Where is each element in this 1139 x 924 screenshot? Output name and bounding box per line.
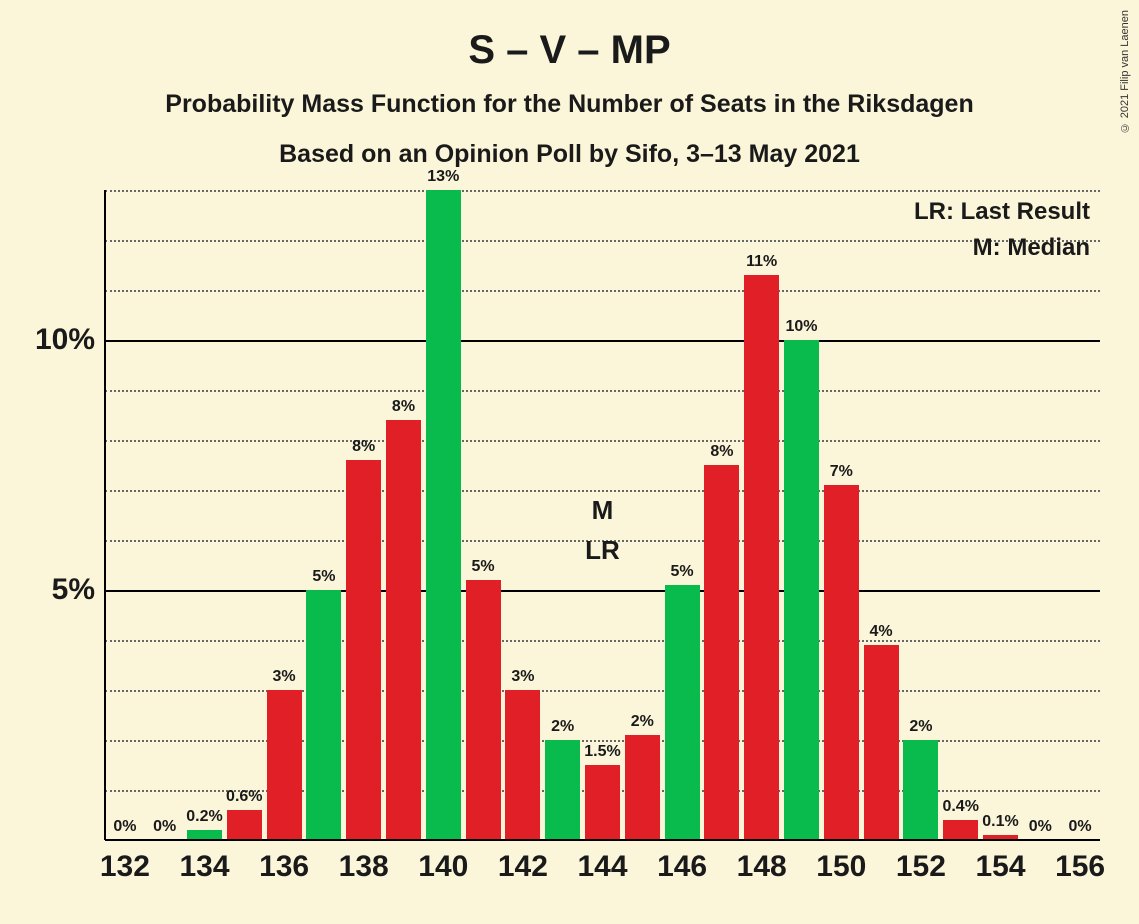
bar-value-label: 0%	[153, 818, 176, 836]
bar-value-label: 11%	[746, 253, 777, 271]
bar: 8%	[386, 420, 421, 840]
bar: 7%	[824, 485, 859, 840]
bar-value-label: 4%	[870, 623, 893, 641]
bar: 2%	[625, 735, 660, 840]
bar-value-label: 2%	[909, 718, 932, 736]
bar: 8%	[704, 465, 739, 840]
x-tick-label: 152	[896, 850, 946, 884]
x-tick-label: 138	[339, 850, 389, 884]
bar: 4%	[864, 645, 899, 840]
bar-value-label: 5%	[312, 568, 335, 586]
plot-area: 0%0%0.2%0.6%3%5%8%8%13%5%3%2%1.5%2%5%8%1…	[105, 190, 1100, 840]
x-tick-label: 142	[498, 850, 548, 884]
bar: 5%	[665, 585, 700, 840]
bar: 11%	[744, 275, 779, 840]
bar-value-label: 0%	[1029, 818, 1052, 836]
x-tick-label: 136	[259, 850, 309, 884]
bar-value-label: 2%	[631, 713, 654, 731]
bar-value-label: 3%	[511, 668, 534, 686]
x-tick-label: 134	[179, 850, 229, 884]
bar: 13%	[426, 190, 461, 840]
x-tick-label: 150	[816, 850, 866, 884]
y-tick-label: 10%	[35, 323, 95, 357]
chart-container: S – V – MP Probability Mass Function for…	[0, 0, 1139, 924]
gridline-major	[105, 340, 1100, 342]
gridline-minor	[105, 440, 1100, 442]
x-tick-label: 154	[975, 850, 1025, 884]
bar-value-label: 8%	[710, 443, 733, 461]
x-tick-label: 144	[577, 850, 627, 884]
bar-value-label: 0%	[1069, 818, 1092, 836]
bar-value-label: 5%	[472, 558, 495, 576]
bar: 1.5%	[585, 765, 620, 840]
gridline-minor	[105, 490, 1100, 492]
bar-value-label: 7%	[830, 463, 853, 481]
bar: 3%	[505, 690, 540, 840]
legend-lr: LR: Last Result	[914, 198, 1090, 226]
bar-value-label: 13%	[427, 168, 459, 186]
chart-subtitle-2: Based on an Opinion Poll by Sifo, 3–13 M…	[0, 140, 1139, 169]
gridline-minor	[105, 640, 1100, 642]
x-axis-line	[105, 839, 1100, 841]
gridline-minor	[105, 240, 1100, 242]
annotation-m: M	[592, 495, 614, 526]
bar-value-label: 5%	[671, 563, 694, 581]
annotation-lr: LR	[585, 535, 620, 566]
bar-value-label: 8%	[352, 438, 375, 456]
bar-value-label: 3%	[273, 668, 296, 686]
copyright-text: © 2021 Filip van Laenen	[1119, 10, 1131, 133]
gridline-minor	[105, 690, 1100, 692]
bar: 8%	[346, 460, 381, 840]
x-tick-label: 148	[737, 850, 787, 884]
bar-value-label: 0%	[113, 818, 136, 836]
y-axis-line	[104, 190, 106, 840]
bar: 3%	[267, 690, 302, 840]
bar-value-label: 8%	[392, 398, 415, 416]
bar-value-label: 0.2%	[186, 808, 222, 826]
y-tick-label: 5%	[52, 573, 95, 607]
x-tick-label: 132	[100, 850, 150, 884]
legend-m: M: Median	[973, 234, 1090, 262]
chart-subtitle-1: Probability Mass Function for the Number…	[0, 90, 1139, 119]
bar: 0.6%	[227, 810, 262, 840]
bar: 5%	[306, 590, 341, 840]
bar: 10%	[784, 340, 819, 840]
bar-value-label: 0.6%	[226, 788, 262, 806]
x-tick-label: 140	[418, 850, 468, 884]
gridline-major	[105, 590, 1100, 592]
x-tick-label: 146	[657, 850, 707, 884]
gridline-minor	[105, 190, 1100, 192]
gridline-minor	[105, 390, 1100, 392]
bar: 2%	[903, 740, 938, 840]
bar-value-label: 1.5%	[584, 743, 620, 761]
bar-value-label: 10%	[785, 318, 817, 336]
chart-title-main: S – V – MP	[0, 28, 1139, 73]
bar-value-label: 0.1%	[982, 813, 1018, 831]
bar: 0.4%	[943, 820, 978, 840]
bar-value-label: 0.4%	[942, 798, 978, 816]
bar: 5%	[466, 580, 501, 840]
bar-value-label: 2%	[551, 718, 574, 736]
x-tick-label: 156	[1055, 850, 1105, 884]
gridline-minor	[105, 290, 1100, 292]
bar: 2%	[545, 740, 580, 840]
gridline-minor	[105, 740, 1100, 742]
